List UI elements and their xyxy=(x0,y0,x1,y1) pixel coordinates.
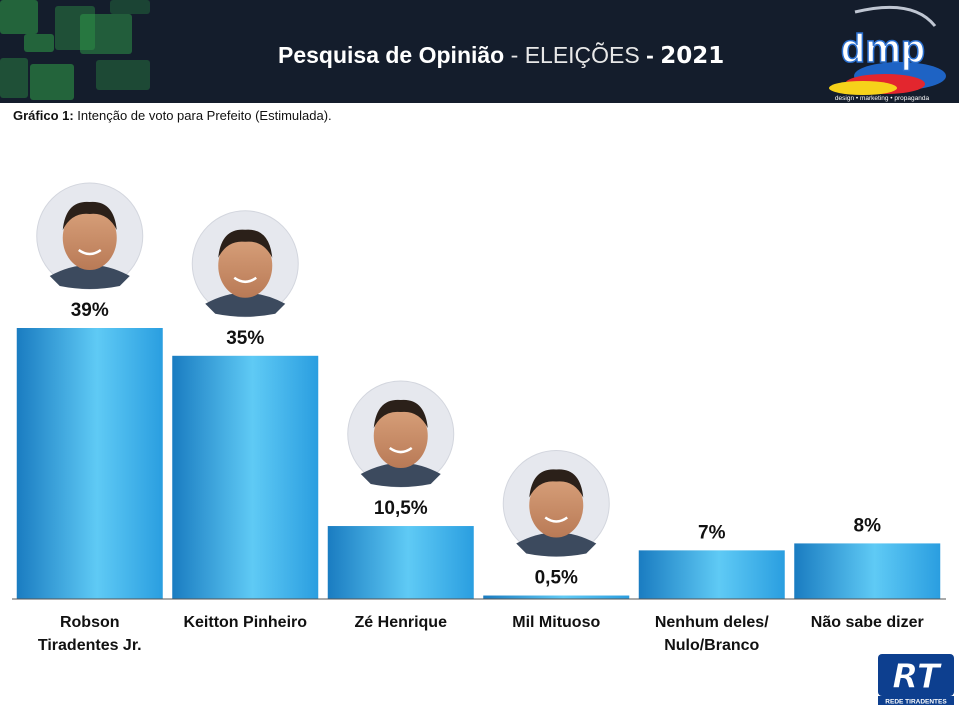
person-shirt xyxy=(516,532,597,557)
svg-text:RT: RT xyxy=(892,657,943,697)
decor-square xyxy=(0,0,38,34)
category-label: Keitton Pinheiro xyxy=(183,614,307,631)
category-label: Zé Henrique xyxy=(355,614,448,631)
decor-square xyxy=(80,14,132,54)
svg-text:dmp: dmp xyxy=(841,27,925,71)
person-face xyxy=(218,233,273,298)
category-label: Mil Mituoso xyxy=(512,614,600,631)
person-shirt xyxy=(205,292,286,317)
data-label: 8% xyxy=(854,515,882,536)
candidate-photo xyxy=(36,182,144,290)
person-shirt xyxy=(360,463,441,488)
year-label: 2021 xyxy=(660,43,725,69)
bar xyxy=(16,328,163,599)
category-label: Não sabe dizer xyxy=(811,614,924,631)
data-label: 39% xyxy=(71,300,109,321)
person-hair xyxy=(373,399,428,429)
category-label: Nulo/Branco xyxy=(664,637,759,654)
person-smile xyxy=(544,516,568,523)
category-label: Nenhum deles/ xyxy=(655,614,769,631)
person-shirt xyxy=(49,265,130,289)
decor-square xyxy=(96,60,150,90)
category-label: Tiradentes Jr. xyxy=(38,637,142,654)
data-label: 10,5% xyxy=(374,498,428,519)
decor-square xyxy=(24,34,54,52)
caption-label: Gráfico 1: xyxy=(13,108,74,123)
decor-square xyxy=(30,64,74,100)
candidate-photo xyxy=(347,380,455,488)
bar xyxy=(483,595,630,599)
bar xyxy=(794,543,941,599)
person-hair xyxy=(62,201,117,230)
person-hair xyxy=(529,469,584,498)
bar xyxy=(638,550,785,599)
header-banner: Pesquisa de Opinião - ELEIÇÕES - 2021 dm… xyxy=(0,0,959,103)
dmp-logo: dmp design • marketing • propaganda xyxy=(829,5,946,102)
page-title: Pesquisa de Opinião - ELEIÇÕES - 2021 xyxy=(278,42,725,69)
bar xyxy=(327,526,474,599)
bar xyxy=(172,355,319,599)
person-face xyxy=(62,206,117,270)
svg-text:REDE TIRADENTES: REDE TIRADENTES xyxy=(885,699,947,706)
svg-text:design • marketing • propagand: design • marketing • propaganda xyxy=(835,95,930,102)
data-label: 35% xyxy=(226,328,264,349)
person-smile xyxy=(78,248,102,256)
decor-square xyxy=(110,0,150,14)
data-label: 7% xyxy=(698,522,726,543)
decor-square xyxy=(0,58,28,98)
category-label: Robson xyxy=(60,614,120,631)
person-smile xyxy=(389,446,413,454)
candidate-photo xyxy=(502,450,610,558)
data-label: 0,5% xyxy=(535,568,578,589)
candidate-photo xyxy=(191,210,299,318)
caption-text: Intenção de voto para Prefeito (Estimula… xyxy=(73,108,332,123)
rede-tiradentes-logo: RT REDE TIRADENTES xyxy=(878,654,954,706)
person-hair xyxy=(218,229,273,258)
bar-chart: 39% Robson Tiradentes Jr. 35% Keitton Pinhei… xyxy=(12,182,946,654)
person-smile xyxy=(233,276,257,284)
chart-caption: Gráfico 1: Intenção de voto para Prefeit… xyxy=(13,108,332,123)
person-face xyxy=(373,404,428,469)
person-face xyxy=(529,473,584,538)
